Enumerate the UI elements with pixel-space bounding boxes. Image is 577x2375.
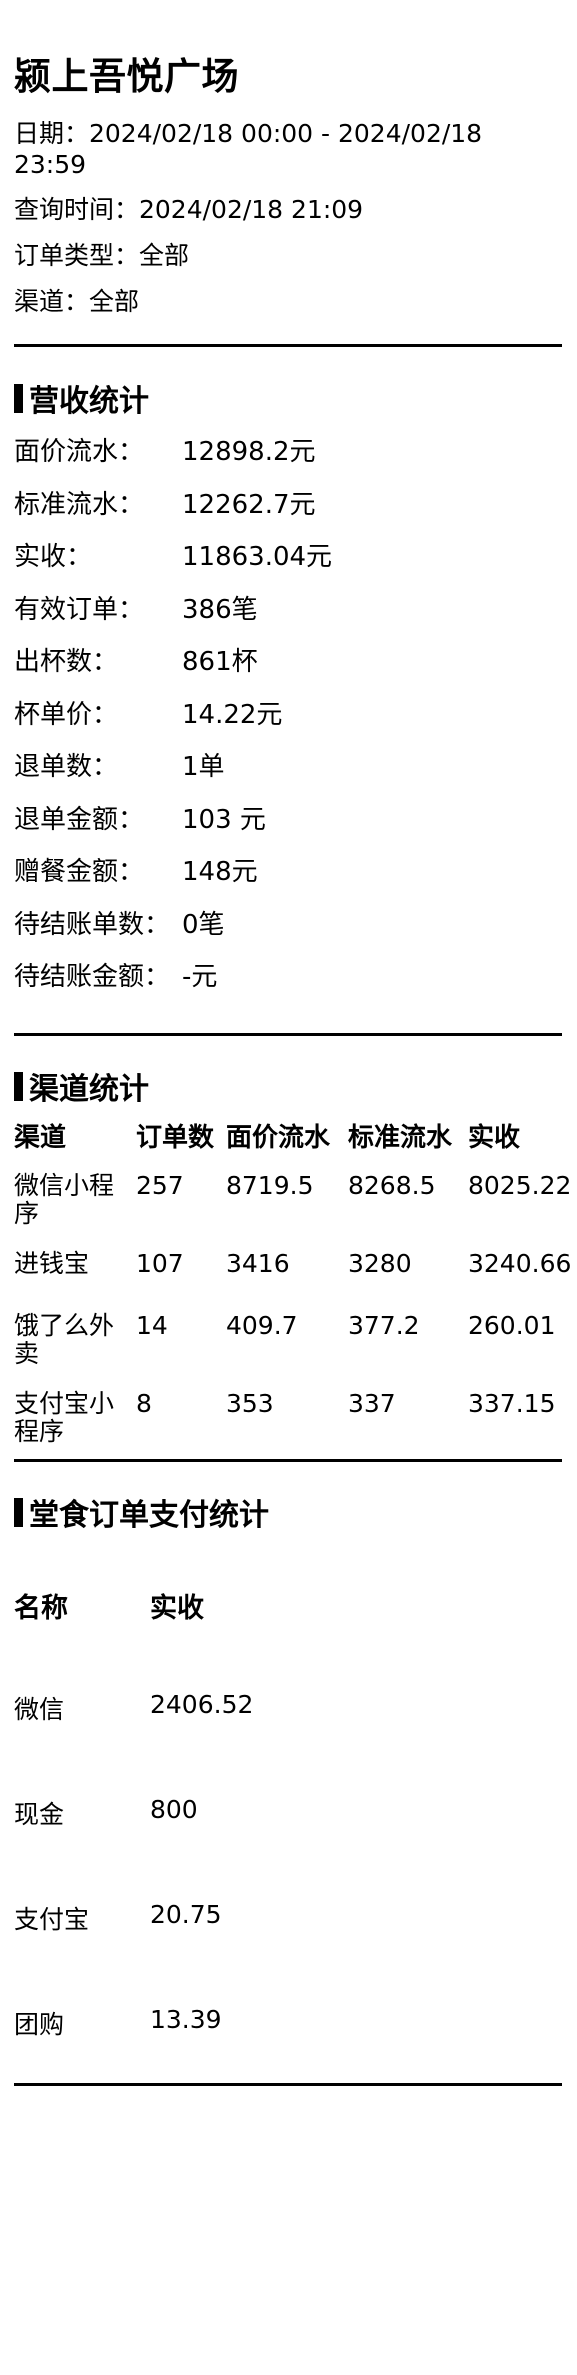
payment-amount: 2406.52: [150, 1690, 254, 1719]
revenue-section-title: 营收统计: [14, 376, 149, 420]
payment-method-name: 现金: [14, 1800, 65, 1829]
date-range: 日期：2024/02/18 00:00 - 2024/02/18 23:59: [14, 119, 483, 179]
column-header-actual-received: 实收: [468, 1123, 521, 1153]
actual-received-cell: 260.01: [468, 1311, 556, 1340]
face-value-revenue-cell: 8719.5: [226, 1171, 314, 1200]
stat-label: 杯单价：: [14, 699, 119, 730]
order-count-cell: 8: [136, 1389, 152, 1418]
stat-label: 出杯数：: [14, 647, 119, 677]
stat-label: 退单金额：: [14, 804, 145, 835]
dine-in-title-text: 堂食订单支付统计: [29, 1498, 269, 1533]
stat-value: 386笔: [182, 594, 258, 625]
stat-value: 861杯: [182, 647, 258, 677]
store-title: 颍上吾悦广场: [14, 55, 239, 98]
order-count-cell: 257: [136, 1171, 184, 1200]
standard-revenue-cell: 3280: [348, 1249, 412, 1278]
payment-method-name: 支付宝: [14, 1905, 90, 1934]
dine-in-section-title: 堂食订单支付统计: [14, 1490, 269, 1534]
face-value-revenue-cell: 353: [226, 1389, 274, 1418]
divider: [14, 2083, 562, 2086]
stat-value: 12262.7元: [182, 489, 316, 520]
face-value-revenue-cell: 3416: [226, 1249, 290, 1278]
stat-label: 实收：: [14, 542, 93, 572]
standard-revenue-cell: 337: [348, 1389, 396, 1418]
channel-name-cell: 微信小程序: [14, 1171, 115, 1228]
column-header-standard-revenue: 标准流水: [348, 1123, 453, 1153]
channel-section-title: 渠道统计: [14, 1064, 149, 1108]
standard-revenue-cell: 8268.5: [348, 1171, 436, 1200]
stat-value: 11863.04元: [182, 542, 333, 572]
payment-method-name: 微信: [14, 1695, 65, 1724]
stat-label: 待结账单数：: [14, 909, 171, 940]
stat-label: 有效订单：: [14, 594, 145, 625]
column-header-amount: 实收: [150, 1593, 204, 1624]
payment-amount: 20.75: [150, 1900, 222, 1929]
divider: [14, 344, 562, 347]
column-header-name: 名称: [14, 1593, 68, 1624]
section-marker: [14, 383, 23, 413]
stat-value: 103 元: [182, 804, 266, 835]
revenue-title-text: 营收统计: [29, 384, 149, 419]
payment-method-name: 团购: [14, 2010, 65, 2039]
query-time: 查询时间：2024/02/18 21:09: [14, 195, 364, 224]
stat-value: 0笔: [182, 909, 225, 940]
actual-received-cell: 3240.66: [468, 1249, 572, 1278]
order-count-cell: 107: [136, 1249, 184, 1278]
channel-title-text: 渠道统计: [29, 1072, 149, 1107]
column-header-order-count: 订单数: [136, 1123, 215, 1153]
standard-revenue-cell: 377.2: [348, 1311, 420, 1340]
stat-label: 标准流水：: [14, 489, 145, 520]
stat-label: 赠餐金额：: [14, 857, 145, 887]
stat-value: 148元: [182, 857, 258, 887]
channel-name-cell: 饿了么外卖: [14, 1311, 115, 1368]
stat-value: 1单: [182, 752, 225, 782]
actual-received-cell: 8025.22: [468, 1171, 572, 1200]
divider: [14, 1033, 562, 1036]
stat-value: -元: [182, 962, 218, 992]
stat-value: 14.22元: [182, 699, 283, 730]
channel-name-cell: 支付宝小程序: [14, 1389, 115, 1446]
channel-name-cell: 进钱宝: [14, 1249, 90, 1278]
order-type: 订单类型：全部: [14, 241, 190, 270]
stat-value: 12898.2元: [182, 437, 316, 467]
order-count-cell: 14: [136, 1311, 168, 1340]
payment-amount: 800: [150, 1795, 198, 1824]
stat-label: 待结账金额：: [14, 962, 171, 992]
section-marker: [14, 1071, 23, 1101]
column-header-face-value-revenue: 面价流水: [226, 1123, 331, 1153]
divider: [14, 1459, 562, 1462]
section-marker: [14, 1497, 23, 1527]
actual-received-cell: 337.15: [468, 1389, 556, 1418]
column-header-channel-name: 渠道: [14, 1123, 67, 1153]
face-value-revenue-cell: 409.7: [226, 1311, 298, 1340]
stat-label: 退单数：: [14, 752, 119, 782]
channel-filter: 渠道：全部: [14, 287, 140, 316]
payment-amount: 13.39: [150, 2005, 222, 2034]
stat-label: 面价流水：: [14, 437, 145, 467]
